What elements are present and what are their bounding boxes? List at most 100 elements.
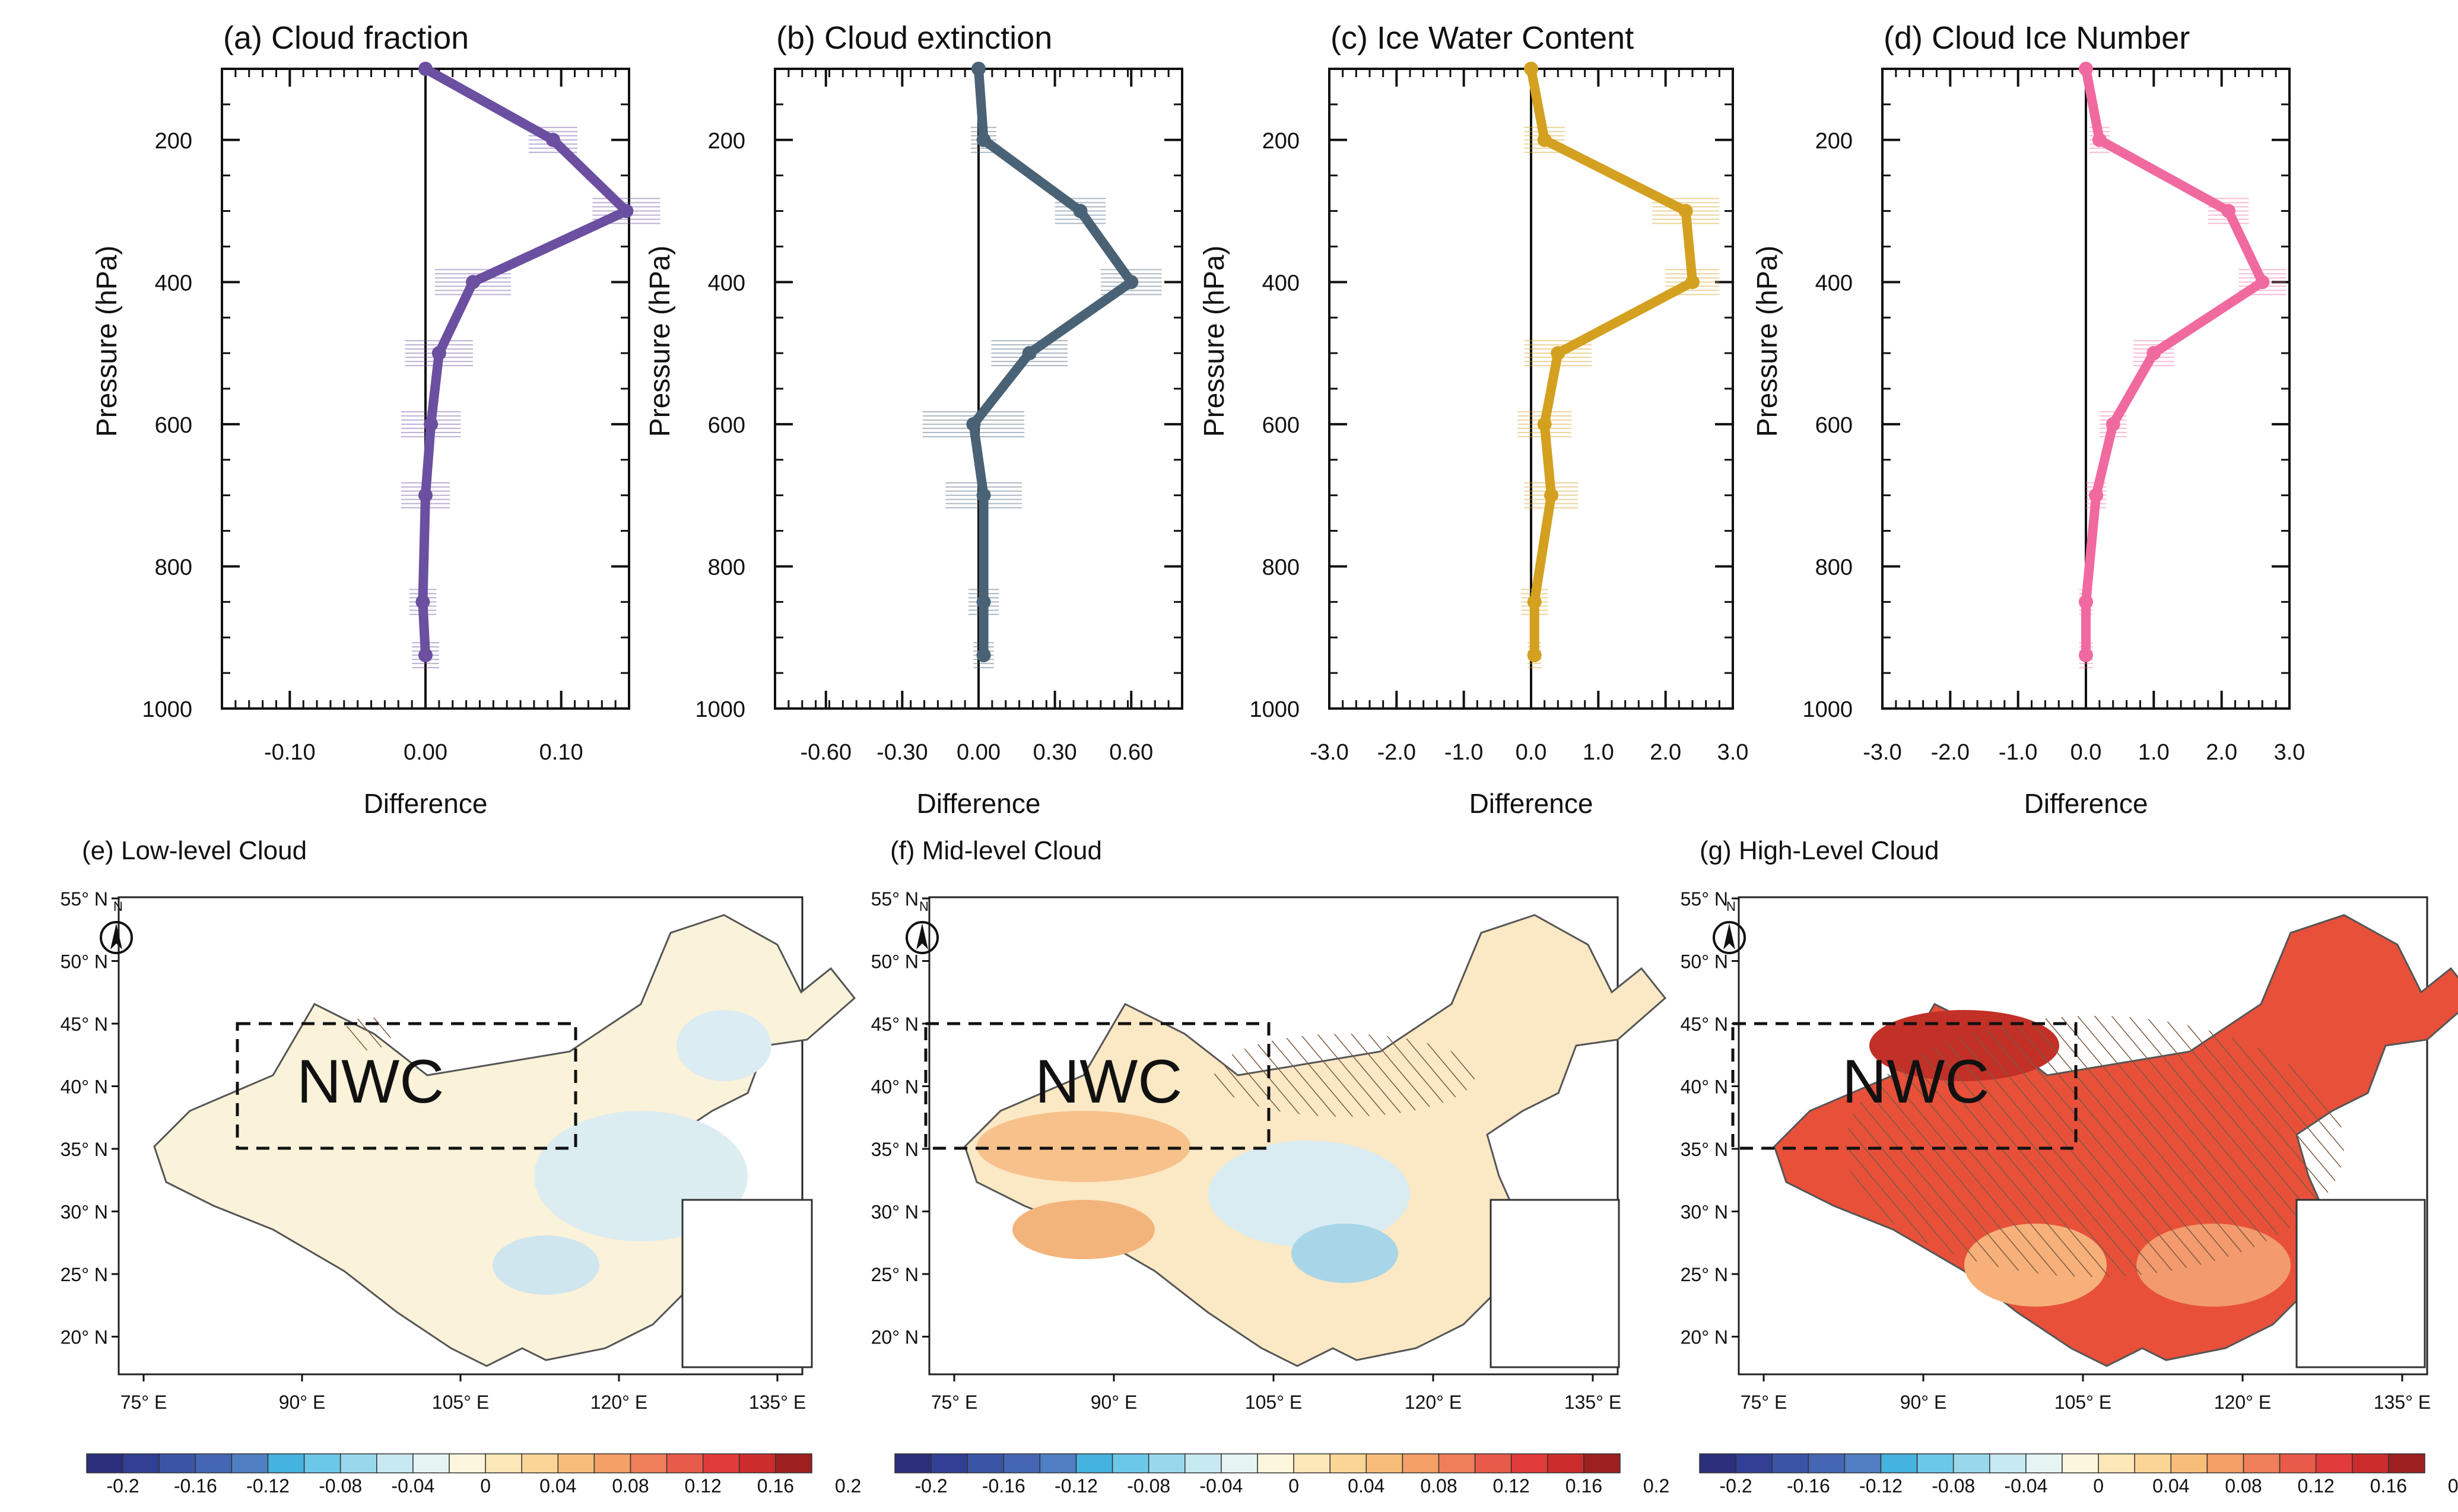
data-point bbox=[1527, 595, 1542, 609]
data-point bbox=[415, 595, 430, 609]
colorbar: -0.2 -0.16 -0.12 -0.08 -0.04 0 0.04 0.08 0.12 0.1… bbox=[894, 1453, 1669, 1497]
panel-title: (c) Ice Water Content bbox=[1330, 20, 1634, 56]
lat-label: 25° N bbox=[1681, 1264, 1728, 1285]
data-point bbox=[431, 346, 446, 361]
x-tick-label: 0.10 bbox=[539, 740, 583, 765]
x-tick-label: -0.60 bbox=[800, 740, 852, 765]
colorbar-label: 0.04 bbox=[2152, 1475, 2189, 1497]
colorbar-swatch bbox=[593, 1453, 631, 1473]
map-title: (g) High-Level Cloud bbox=[1700, 836, 1939, 865]
profile-panels: (a) Cloud fraction -0.10 0.00 0.10 200 400 600… bbox=[91, 20, 2305, 819]
colorbar-swatch bbox=[303, 1453, 341, 1473]
profile-panel: (b) Cloud extinction -0.60 -0.30 0.00 0.30 0.… bbox=[644, 20, 1183, 819]
nwc-box bbox=[924, 1022, 1271, 1150]
colorbar-swatch bbox=[2025, 1453, 2063, 1473]
colorbar-label: -0.08 bbox=[1932, 1475, 1975, 1497]
colorbar-label: 0.12 bbox=[2298, 1475, 2335, 1497]
nwc-label: NWC bbox=[297, 1047, 444, 1116]
colorbar-label: -0.16 bbox=[1787, 1475, 1830, 1497]
x-tick-label: 1.0 bbox=[2138, 740, 2170, 765]
y-axis-label: Pressure (hPa) bbox=[1752, 246, 1783, 437]
colorbar-label: -0.12 bbox=[246, 1475, 290, 1497]
colorbar-label: -0.04 bbox=[391, 1475, 434, 1497]
lon-label: 75° E bbox=[1741, 1392, 1787, 1413]
x-tick-label: 2.0 bbox=[2206, 740, 2237, 765]
x-tick-label: 0.0 bbox=[2070, 740, 2102, 765]
colorbar-label: -0.04 bbox=[1199, 1475, 1243, 1497]
colorbar-swatch bbox=[2170, 1453, 2208, 1473]
data-point bbox=[1544, 488, 1558, 503]
colorbar-label: 0.16 bbox=[1565, 1475, 1602, 1497]
lat-label: 20° N bbox=[61, 1327, 108, 1348]
data-point bbox=[976, 488, 991, 503]
colorbar-label: 0.12 bbox=[685, 1475, 722, 1497]
colorbar-swatch bbox=[1808, 1453, 1846, 1473]
data-point bbox=[2092, 132, 2107, 147]
lat-label: 35° N bbox=[871, 1139, 919, 1160]
colorbar-swatch bbox=[339, 1453, 377, 1473]
y-tick-label: 200 bbox=[155, 129, 192, 154]
colorbar-label: 0.12 bbox=[1493, 1475, 1530, 1497]
colorbar-label: 0.16 bbox=[757, 1475, 794, 1497]
colorbar-swatch bbox=[2206, 1453, 2244, 1473]
colorbar-label: -0.12 bbox=[1859, 1475, 1903, 1497]
data-point bbox=[466, 275, 481, 290]
colorbar-swatch bbox=[894, 1453, 932, 1473]
y-tick-label: 800 bbox=[1815, 555, 1853, 580]
y-tick-label: 1000 bbox=[695, 697, 745, 722]
data-point bbox=[966, 417, 981, 431]
colorbar-swatch bbox=[86, 1453, 123, 1473]
lat-label: 20° N bbox=[871, 1327, 919, 1348]
colorbar-swatch bbox=[2388, 1453, 2425, 1473]
colorbar-label: -0.16 bbox=[982, 1475, 1025, 1497]
lon-label: 90° E bbox=[279, 1392, 326, 1413]
data-point bbox=[1527, 648, 1542, 663]
x-axis-label: Difference bbox=[1469, 788, 1593, 819]
profile-panel: (d) Cloud Ice Number -3.0 -2.0 -1.0 0.0 1.0 2.… bbox=[1752, 20, 2305, 819]
nwc-box bbox=[1731, 1022, 2078, 1150]
data-point bbox=[976, 648, 991, 663]
data-point bbox=[1537, 132, 1552, 147]
colorbars: -0.2 -0.16 -0.12 -0.08 -0.04 0 0.04 0.08 0.12 0.1… bbox=[86, 1453, 2458, 1497]
lon-label: 105° E bbox=[1245, 1392, 1302, 1413]
x-tick-label: 0.00 bbox=[957, 740, 1001, 765]
colorbar-swatch bbox=[2279, 1453, 2317, 1473]
data-point bbox=[418, 488, 433, 503]
colorbar-swatch bbox=[376, 1453, 414, 1473]
x-axis-label: Difference bbox=[364, 788, 488, 819]
data-point bbox=[1073, 204, 1088, 218]
colorbar-swatch bbox=[485, 1453, 522, 1473]
hatch-region bbox=[344, 1017, 392, 1050]
colorbar-label: 0.04 bbox=[539, 1475, 576, 1497]
panel-title: (d) Cloud Ice Number bbox=[1884, 20, 2190, 56]
lon-label: 75° E bbox=[120, 1392, 167, 1413]
colorbar-swatch bbox=[1148, 1453, 1186, 1473]
lon-label: 120° E bbox=[1405, 1392, 1462, 1413]
cloud-anomaly-blob bbox=[493, 1235, 599, 1295]
colorbar-swatch bbox=[1184, 1453, 1222, 1473]
north-label: N bbox=[919, 899, 929, 914]
lon-label: 135° E bbox=[749, 1392, 806, 1413]
colorbar-swatch bbox=[449, 1453, 486, 1473]
map-e: (e) Low-level Cloud NWC N bbox=[82, 836, 856, 1376]
colorbar-label: 0.08 bbox=[1420, 1475, 1457, 1497]
y-tick-label: 200 bbox=[1262, 129, 1300, 154]
data-point bbox=[1022, 346, 1037, 361]
y-axis-label: Pressure (hPa) bbox=[1199, 246, 1230, 437]
colorbar-swatch bbox=[2098, 1453, 2135, 1473]
y-axis-label: Pressure (hPa) bbox=[91, 246, 123, 437]
colorbar-swatch bbox=[2315, 1453, 2353, 1473]
data-point bbox=[1678, 204, 1693, 218]
cloud-anomaly-blob bbox=[677, 1010, 771, 1081]
x-tick-label: 1.0 bbox=[1583, 740, 1614, 765]
data-point bbox=[2106, 417, 2120, 431]
colorbar-label: -0.08 bbox=[1127, 1475, 1170, 1497]
colorbar-swatch bbox=[1293, 1453, 1330, 1473]
colorbar-swatch bbox=[1880, 1453, 1918, 1473]
x-tick-label: -1.0 bbox=[1444, 740, 1483, 765]
map-panels: (e) Low-level Cloud NWC N (f) Mid-level … bbox=[82, 836, 2458, 1376]
colorbar-label: 0.08 bbox=[2225, 1475, 2262, 1497]
lat-label: 25° N bbox=[61, 1264, 108, 1285]
colorbar-swatch bbox=[666, 1453, 704, 1473]
y-tick-label: 1000 bbox=[1802, 697, 1853, 722]
